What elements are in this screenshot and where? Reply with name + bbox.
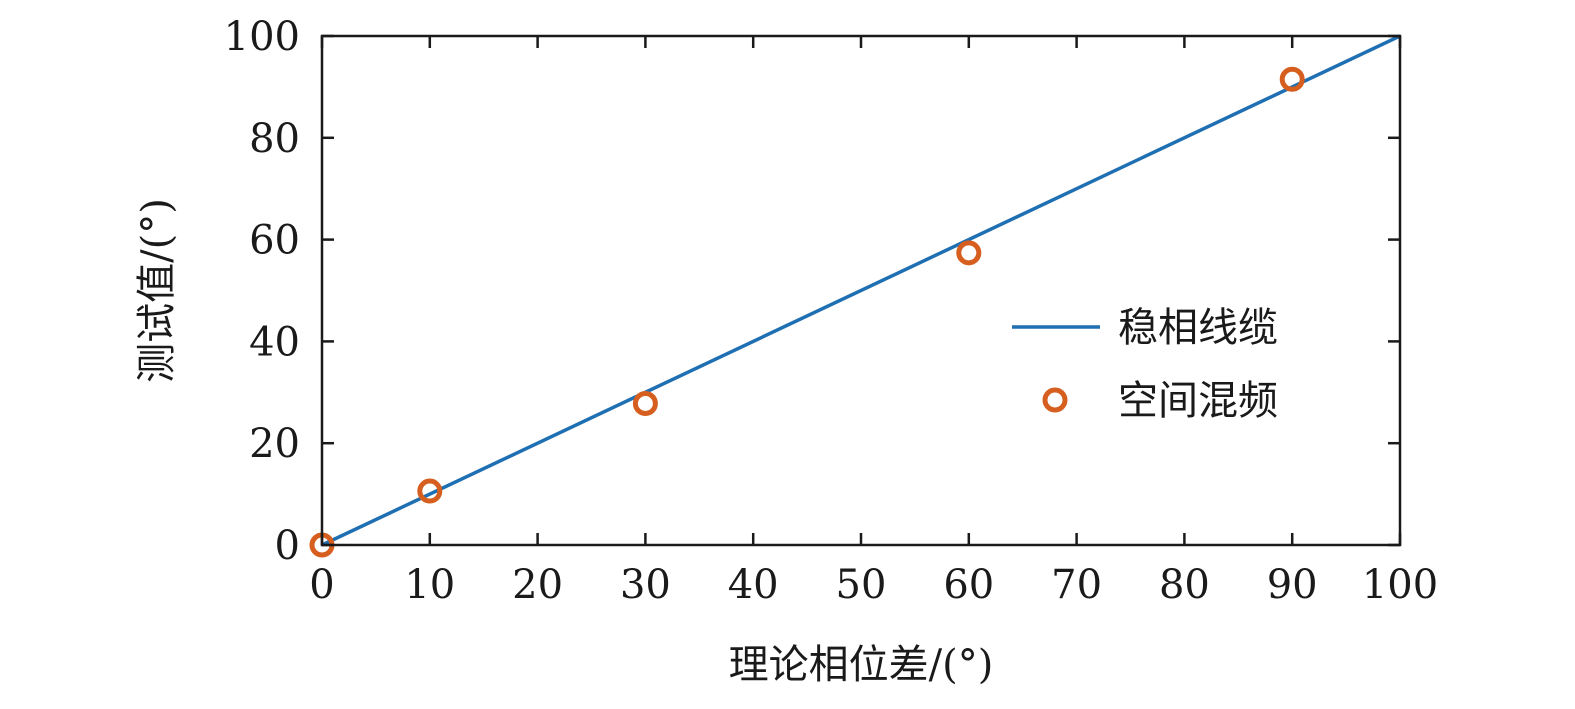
x-tick-label: 10 <box>404 562 455 608</box>
x-tick-label: 0 <box>309 562 334 608</box>
y-tick-label: 40 <box>249 319 300 365</box>
legend: 稳相线缆 空间混频 <box>1012 305 1278 424</box>
x-tick-label: 50 <box>836 562 887 608</box>
series-line-stable-cable <box>321 34 1401 547</box>
data-point <box>956 240 982 266</box>
y-tick-label: 20 <box>249 421 300 467</box>
y-tick-label: 0 <box>275 523 300 569</box>
x-tick-label: 30 <box>620 562 671 608</box>
x-tick-label: 100 <box>1362 562 1438 608</box>
y-tick-label: 80 <box>249 116 300 162</box>
x-axis: 0 10 20 30 40 50 60 70 80 90 100 <box>309 36 1438 608</box>
x-tick-label: 20 <box>512 562 563 608</box>
y-axis-label: 测试值/(°) <box>134 198 180 383</box>
x-tick-label: 80 <box>1159 562 1210 608</box>
legend-label-marker: 空间混频 <box>1118 378 1278 424</box>
x-tick-label: 60 <box>943 562 994 608</box>
legend-marker-swatch <box>1042 387 1068 413</box>
data-point <box>1279 66 1305 92</box>
data-point <box>632 390 658 416</box>
y-tick-label: 100 <box>224 14 300 60</box>
data-point <box>417 478 443 504</box>
plot-area <box>309 34 1401 558</box>
legend-label-line: 稳相线缆 <box>1118 305 1278 351</box>
x-tick-label: 70 <box>1051 562 1102 608</box>
x-tick-label: 90 <box>1267 562 1318 608</box>
y-tick-label: 60 <box>249 218 300 264</box>
x-axis-label: 理论相位差/(°) <box>729 642 994 688</box>
x-tick-label: 40 <box>728 562 779 608</box>
y-axis: 0 20 40 60 80 100 <box>224 14 1400 569</box>
